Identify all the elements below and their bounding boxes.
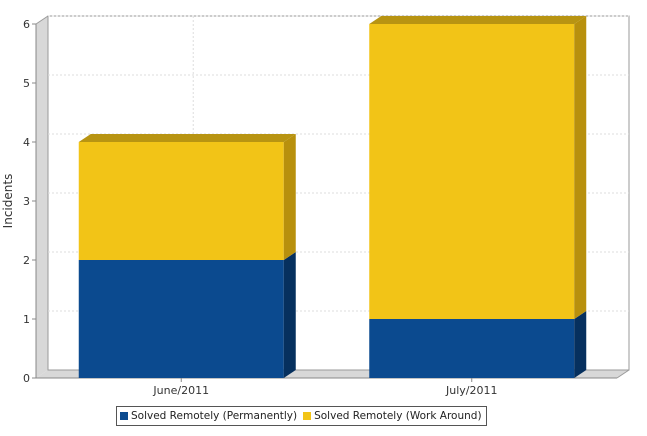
bar-work-around	[78, 142, 284, 260]
legend-swatch-solved-work-around	[303, 412, 312, 420]
y-axis-label: Incidents	[1, 174, 15, 229]
legend-swatch-solved-permanently	[120, 412, 128, 420]
y-tick-label: 0	[23, 372, 30, 385]
y-tick-label: 6	[23, 18, 30, 31]
legend-item-solved-work-around: Solved Remotely (Work Around)	[303, 410, 482, 422]
axis-corner-top	[35, 15, 49, 25]
x-tick-label: July/2011	[445, 384, 497, 397]
legend-label-solved-work-around: Solved Remotely (Work Around)	[314, 410, 482, 422]
x-tick-label: June/2011	[152, 384, 209, 397]
legend-label-solved-permanently: Solved Remotely (Permanently)	[131, 410, 298, 422]
y-tick-label: 2	[23, 254, 30, 267]
bar-work-around	[369, 24, 575, 319]
y-tick-label: 3	[23, 195, 30, 208]
axis-corner-right	[616, 369, 630, 379]
bar-side-work-around	[283, 134, 296, 260]
bar-top	[369, 16, 587, 24]
bar-side-permanently	[283, 252, 296, 378]
legend-item-solved-permanently: Solved Remotely (Permanently)	[120, 410, 297, 422]
y-tick-label: 4	[23, 136, 30, 149]
bar-top	[78, 134, 296, 142]
bar-side-permanently	[574, 311, 587, 378]
y-tick-label: 5	[23, 77, 30, 90]
bar-side-work-around	[574, 16, 587, 319]
bar-permanently	[78, 260, 284, 378]
bar-permanently	[369, 319, 575, 378]
y-tick-label: 1	[23, 313, 30, 326]
plot-left-wall	[36, 16, 48, 378]
chart-legend: Solved Remotely (Permanently) Solved Rem…	[116, 406, 487, 426]
